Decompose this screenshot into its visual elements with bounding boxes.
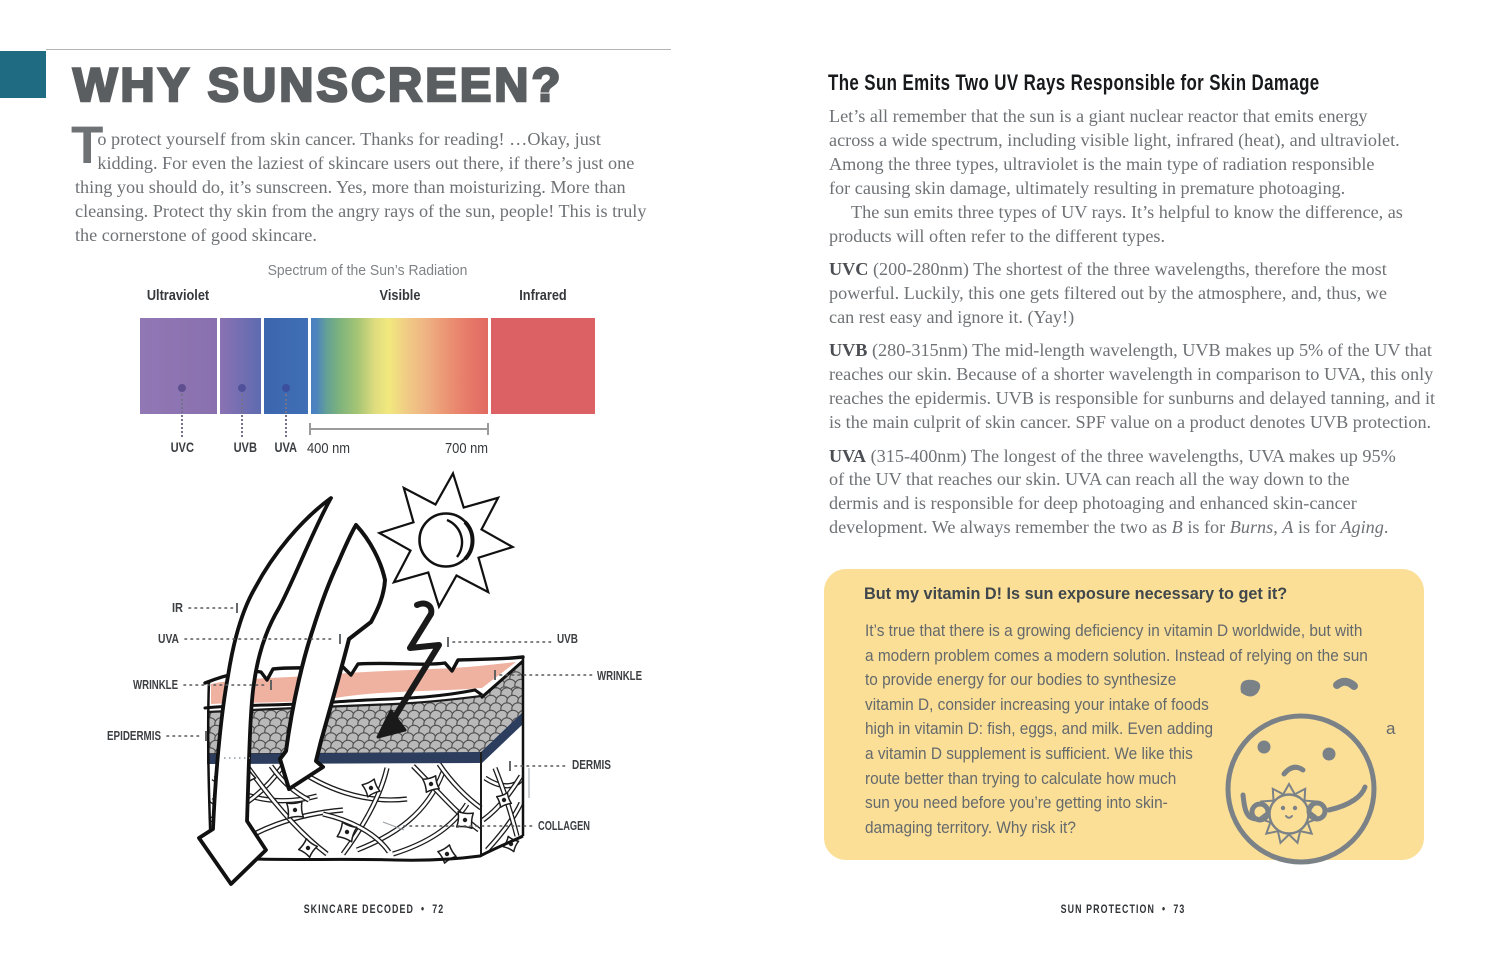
svg-text:DERMIS: DERMIS	[572, 758, 611, 772]
svg-text:WRINKLE: WRINKLE	[133, 678, 178, 692]
svg-text:WRINKLE: WRINKLE	[597, 669, 642, 683]
svg-text:UVA: UVA	[158, 632, 179, 646]
svg-text:EPIDERMIS: EPIDERMIS	[107, 729, 161, 743]
svg-text:IR: IR	[172, 601, 183, 615]
svg-text:UVB: UVB	[557, 632, 578, 646]
svg-text:COLLAGEN: COLLAGEN	[538, 819, 590, 833]
